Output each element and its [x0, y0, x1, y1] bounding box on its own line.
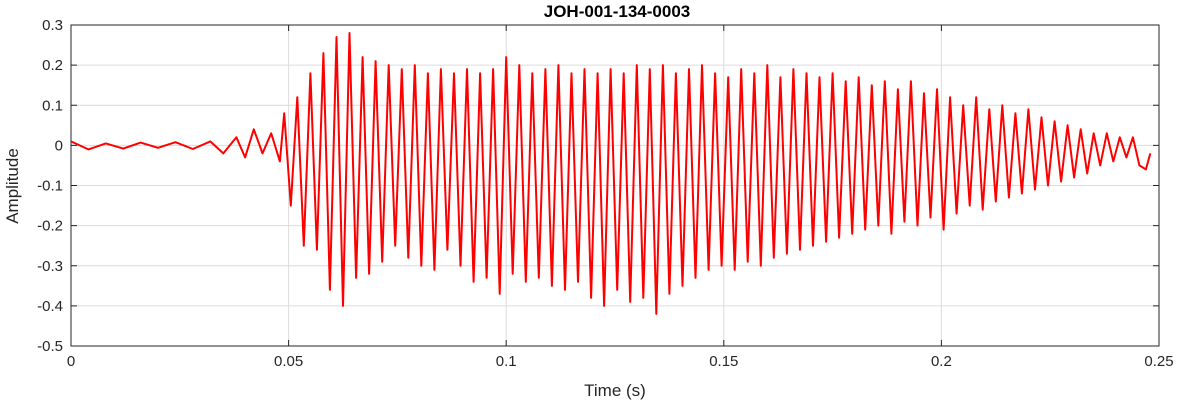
y-tick-label: 0	[55, 137, 63, 154]
y-tick-label: 0.3	[42, 17, 63, 34]
y-tick-label: -0.5	[37, 338, 63, 355]
y-axis-label: Amplitude	[3, 148, 22, 224]
y-axis: 0.3 0.2 0.1 0 -0.1 -0.2 -0.3 -0.4 -0.5	[37, 17, 1159, 355]
y-tick-label: 0.1	[42, 97, 63, 114]
x-tick-label: 0	[67, 353, 75, 370]
x-axis-label: Time (s)	[584, 381, 646, 400]
x-axis: 0 0.05 0.1 0.15 0.2 0.25	[67, 25, 1174, 370]
y-tick-label: -0.4	[37, 298, 63, 315]
series-line	[70, 32, 1152, 315]
x-tick-label: 0.2	[931, 353, 952, 370]
x-tick-label: 0.25	[1144, 353, 1173, 370]
chart-title: JOH-001-134-0003	[544, 2, 690, 21]
y-tick-label: -0.1	[37, 178, 63, 195]
x-tick-label: 0.05	[274, 353, 303, 370]
x-tick-label: 0.15	[709, 353, 738, 370]
y-tick-label: 0.2	[42, 57, 63, 74]
y-tick-label: -0.2	[37, 218, 63, 235]
x-tick-label: 0.1	[496, 353, 517, 370]
series-layer	[70, 32, 1152, 315]
y-tick-label: -0.3	[37, 258, 63, 275]
